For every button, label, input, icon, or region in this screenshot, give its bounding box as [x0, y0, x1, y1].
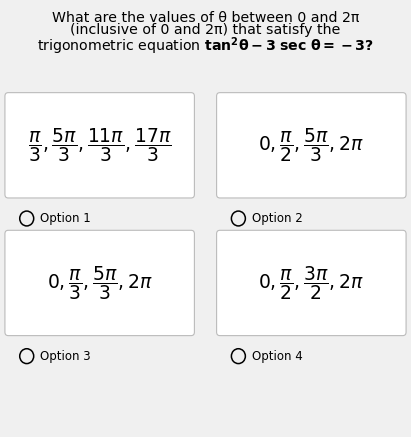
Text: Option 4: Option 4	[252, 350, 302, 363]
Text: $\dfrac{\pi}{3}, \dfrac{5\pi}{3}, \dfrac{11\pi}{3}, \dfrac{17\pi}{3}$: $\dfrac{\pi}{3}, \dfrac{5\pi}{3}, \dfrac…	[28, 126, 171, 164]
Text: Option 3: Option 3	[40, 350, 90, 363]
FancyBboxPatch shape	[5, 93, 194, 198]
Text: trigonometric equation $\mathbf{tan^2\theta - 3\ sec\ \theta = -3?}$: trigonometric equation $\mathbf{tan^2\th…	[37, 35, 374, 57]
Text: What are the values of θ between 0 and 2π: What are the values of θ between 0 and 2…	[52, 11, 359, 25]
Text: $0 ,\dfrac{\pi}{2}, \dfrac{5\pi}{3}, 2\pi$: $0 ,\dfrac{\pi}{2}, \dfrac{5\pi}{3}, 2\p…	[258, 126, 365, 164]
FancyBboxPatch shape	[217, 93, 406, 198]
Text: $0, \dfrac{\pi}{2}, \dfrac{3\pi}{2}, 2\pi$: $0, \dfrac{\pi}{2}, \dfrac{3\pi}{2}, 2\p…	[258, 264, 365, 302]
Text: (inclusive of 0 and 2π) that satisfy the: (inclusive of 0 and 2π) that satisfy the	[70, 23, 341, 37]
Text: $0, \dfrac{\pi}{3}, \dfrac{5\pi}{3}, 2\pi$: $0, \dfrac{\pi}{3}, \dfrac{5\pi}{3}, 2\p…	[46, 264, 153, 302]
Text: Option 1: Option 1	[40, 212, 90, 225]
Text: Option 2: Option 2	[252, 212, 302, 225]
FancyBboxPatch shape	[5, 230, 194, 336]
FancyBboxPatch shape	[217, 230, 406, 336]
